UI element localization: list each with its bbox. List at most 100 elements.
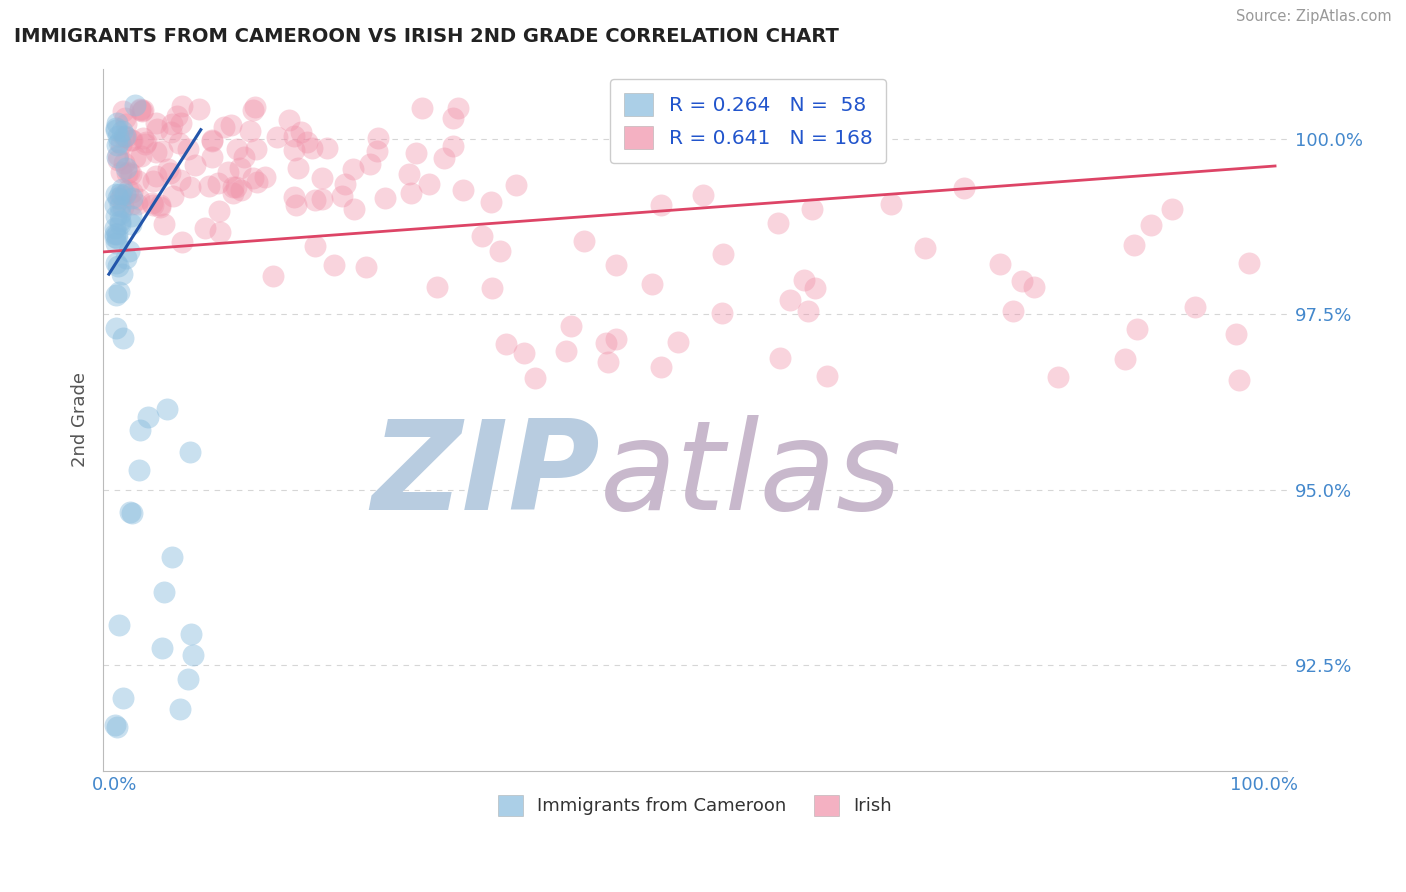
Point (107, 128, 129, 143)
Point (112, 200, 135, 214)
Point (169, 701, 191, 715)
Point (219, 118, 242, 132)
Point (239, 124, 262, 138)
Point (441, 111, 464, 125)
Point (121, 506, 143, 520)
Point (167, 136, 190, 150)
Point (104, 186, 127, 201)
Point (489, 244, 512, 259)
Point (217, 164, 239, 178)
Point (304, 193, 326, 207)
Point (495, 337, 517, 351)
Point (295, 135, 318, 149)
Point (470, 228, 492, 243)
Point (1225, 327, 1247, 342)
Point (505, 178, 527, 192)
Point (121, 186, 143, 200)
Point (145, 115, 167, 129)
Point (266, 130, 288, 145)
Point (769, 351, 792, 365)
Point (560, 318, 582, 333)
Point (605, 258, 627, 272)
Point (246, 175, 269, 189)
Point (399, 186, 422, 201)
Point (120, 133, 142, 147)
Point (433, 151, 456, 165)
Text: ZIP: ZIP (371, 416, 600, 536)
Point (188, 103, 211, 117)
Point (120, 209, 142, 223)
Point (262, 268, 284, 283)
Text: atlas: atlas (600, 416, 903, 536)
Point (132, 130, 155, 145)
Point (555, 343, 578, 358)
Point (114, 128, 136, 143)
Point (194, 221, 217, 235)
Point (359, 157, 381, 171)
Point (110, 192, 132, 206)
Point (768, 216, 790, 230)
Point (120, 217, 142, 231)
Point (242, 170, 264, 185)
Point (914, 241, 936, 255)
Point (641, 277, 664, 291)
Point (666, 335, 689, 350)
Point (184, 158, 207, 172)
Point (118, 165, 141, 179)
Point (1011, 275, 1033, 289)
Point (115, 166, 138, 180)
Point (177, 672, 200, 686)
Point (124, 150, 146, 164)
Point (104, 287, 127, 301)
Point (162, 189, 184, 203)
Point (104, 220, 127, 235)
Point (152, 584, 174, 599)
Point (800, 202, 823, 216)
Point (104, 197, 127, 211)
Point (114, 111, 136, 125)
Point (111, 182, 134, 196)
Point (104, 717, 127, 731)
Point (105, 256, 128, 270)
Point (333, 177, 356, 191)
Point (108, 207, 131, 221)
Point (108, 186, 131, 201)
Point (481, 281, 503, 295)
Point (104, 227, 127, 241)
Point (1161, 202, 1184, 216)
Point (128, 102, 150, 116)
Point (136, 409, 159, 424)
Point (797, 304, 820, 318)
Point (523, 371, 546, 385)
Point (149, 200, 172, 214)
Point (181, 648, 204, 663)
Point (398, 167, 420, 181)
Point (418, 177, 440, 191)
Point (107, 147, 129, 161)
Point (253, 169, 276, 184)
Point (160, 549, 183, 564)
Point (283, 128, 305, 143)
Point (1022, 280, 1045, 294)
Point (304, 239, 326, 253)
Point (160, 117, 183, 131)
Y-axis label: 2nd Grade: 2nd Grade (72, 372, 89, 467)
Point (110, 165, 132, 179)
Point (277, 112, 299, 127)
Point (153, 217, 176, 231)
Point (128, 463, 150, 477)
Point (105, 720, 128, 734)
Point (108, 135, 131, 149)
Point (128, 423, 150, 437)
Point (120, 167, 142, 181)
Point (150, 641, 173, 656)
Point (233, 150, 256, 164)
Point (441, 138, 464, 153)
Point (142, 198, 165, 212)
Text: IMMIGRANTS FROM CAMEROON VS IRISH 2ND GRADE CORRELATION CHART: IMMIGRANTS FROM CAMEROON VS IRISH 2ND GR… (14, 27, 839, 45)
Point (804, 281, 827, 295)
Point (245, 100, 267, 114)
Point (815, 368, 838, 383)
Point (212, 120, 235, 134)
Point (170, 99, 193, 113)
